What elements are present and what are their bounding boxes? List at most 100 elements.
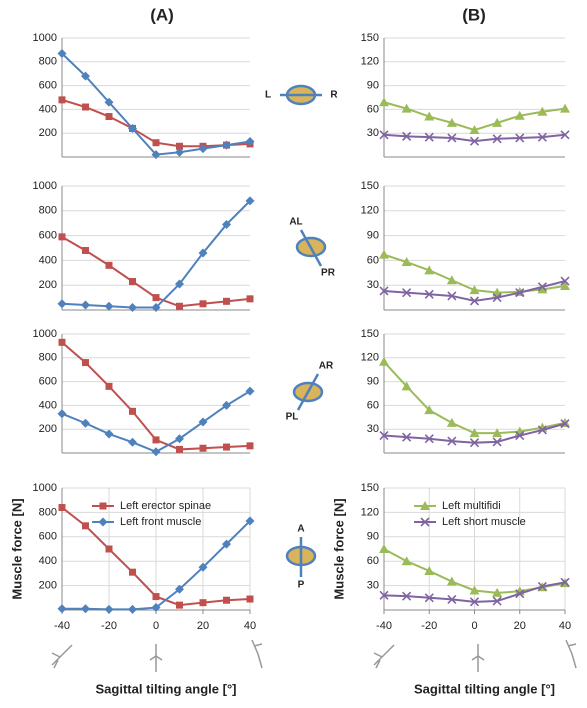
x-tick-label: 20 — [197, 620, 209, 632]
marker — [223, 597, 230, 604]
y-tick-label: 600 — [39, 80, 57, 92]
y-tick-label: 30 — [367, 580, 379, 592]
marker — [153, 436, 160, 443]
x-tick-label: -40 — [376, 620, 392, 632]
y-tick-label: 800 — [39, 506, 57, 518]
y-tick-label: 800 — [39, 205, 57, 217]
marker — [176, 602, 183, 609]
figure: (A) (B) L R AL PR AR PL A P 200400600800… — [0, 0, 587, 708]
marker — [100, 503, 107, 510]
y-tick-label: 150 — [361, 180, 379, 192]
marker — [82, 247, 89, 254]
y-tick-label: 120 — [361, 56, 379, 68]
marker — [153, 294, 160, 301]
legend-label: Left multifidi — [442, 500, 501, 512]
marker — [247, 596, 254, 603]
direction-label: PL — [286, 412, 299, 423]
y-tick-label: 150 — [361, 32, 379, 44]
x-axis-label: Sagittal tilting angle [°] — [96, 681, 237, 696]
y-tick-label: 30 — [367, 423, 379, 435]
y-tick-label: 400 — [39, 555, 57, 567]
x-tick-label: -40 — [54, 620, 70, 632]
series-line — [62, 342, 250, 449]
y-tick-label: 60 — [367, 103, 379, 115]
marker — [223, 298, 230, 305]
marker — [247, 442, 254, 449]
marker — [176, 446, 183, 453]
y-tick-label: 600 — [39, 531, 57, 543]
marker — [82, 359, 89, 366]
y-tick-label: 90 — [367, 230, 379, 242]
y-tick-label: 1000 — [33, 328, 57, 340]
marker — [379, 250, 389, 259]
marker — [106, 113, 113, 120]
y-tick-label: 600 — [39, 376, 57, 388]
marker — [82, 104, 89, 111]
marker — [59, 233, 66, 240]
marker — [105, 429, 114, 438]
y-tick-label: 150 — [361, 482, 379, 494]
x-tick-label: 40 — [244, 620, 256, 632]
marker — [129, 278, 136, 285]
marker — [106, 383, 113, 390]
marker — [128, 438, 137, 447]
marker — [200, 599, 207, 606]
marker — [447, 577, 457, 586]
marker — [59, 96, 66, 103]
marker — [105, 605, 114, 614]
marker — [153, 139, 160, 146]
y-tick-label: 60 — [367, 555, 379, 567]
y-tick-label: 30 — [367, 279, 379, 291]
x-tick-label: -20 — [421, 620, 437, 632]
y-tick-label: 800 — [39, 352, 57, 364]
legend-label: Left front muscle — [120, 516, 201, 528]
marker — [81, 419, 90, 428]
marker — [106, 262, 113, 269]
marker — [247, 295, 254, 302]
marker — [106, 546, 113, 553]
marker — [58, 604, 67, 613]
legend-label: Left erector spinae — [120, 500, 211, 512]
marker — [105, 302, 114, 311]
direction-label: AL — [289, 217, 302, 228]
y-tick-label: 90 — [367, 80, 379, 92]
direction-label: PR — [321, 268, 336, 279]
marker — [58, 409, 67, 418]
x-tick-label: 0 — [153, 620, 159, 632]
marker — [82, 522, 89, 529]
marker — [129, 408, 136, 415]
marker — [128, 605, 137, 614]
marker — [153, 593, 160, 600]
y-tick-label: 200 — [39, 279, 57, 291]
marker — [81, 301, 90, 310]
x-tick-label: 20 — [514, 620, 526, 632]
spine-icons — [280, 86, 325, 577]
y-tick-label: 1000 — [33, 32, 57, 44]
marker — [176, 303, 183, 310]
y-tick-label: 600 — [39, 230, 57, 242]
marker — [99, 518, 108, 527]
y-tick-label: 120 — [361, 352, 379, 364]
y-tick-label: 400 — [39, 254, 57, 266]
y-tick-label: 120 — [361, 506, 379, 518]
y-tick-label: 200 — [39, 423, 57, 435]
panel-title: (A) — [150, 5, 174, 24]
x-tick-label: 40 — [559, 620, 571, 632]
direction-label: P — [298, 580, 305, 591]
marker — [152, 447, 161, 456]
marker — [59, 339, 66, 346]
legend-label: Left short muscle — [442, 516, 526, 528]
direction-label: AR — [319, 361, 334, 372]
y-tick-label: 1000 — [33, 180, 57, 192]
y-tick-label: 400 — [39, 399, 57, 411]
direction-label: L — [265, 90, 271, 101]
marker — [200, 300, 207, 307]
marker — [128, 303, 137, 312]
y-tick-label: 150 — [361, 328, 379, 340]
marker — [379, 97, 389, 106]
series-line — [384, 362, 565, 433]
y-tick-label: 200 — [39, 580, 57, 592]
direction-label: R — [330, 90, 338, 101]
marker — [246, 387, 255, 396]
y-tick-label: 200 — [39, 127, 57, 139]
